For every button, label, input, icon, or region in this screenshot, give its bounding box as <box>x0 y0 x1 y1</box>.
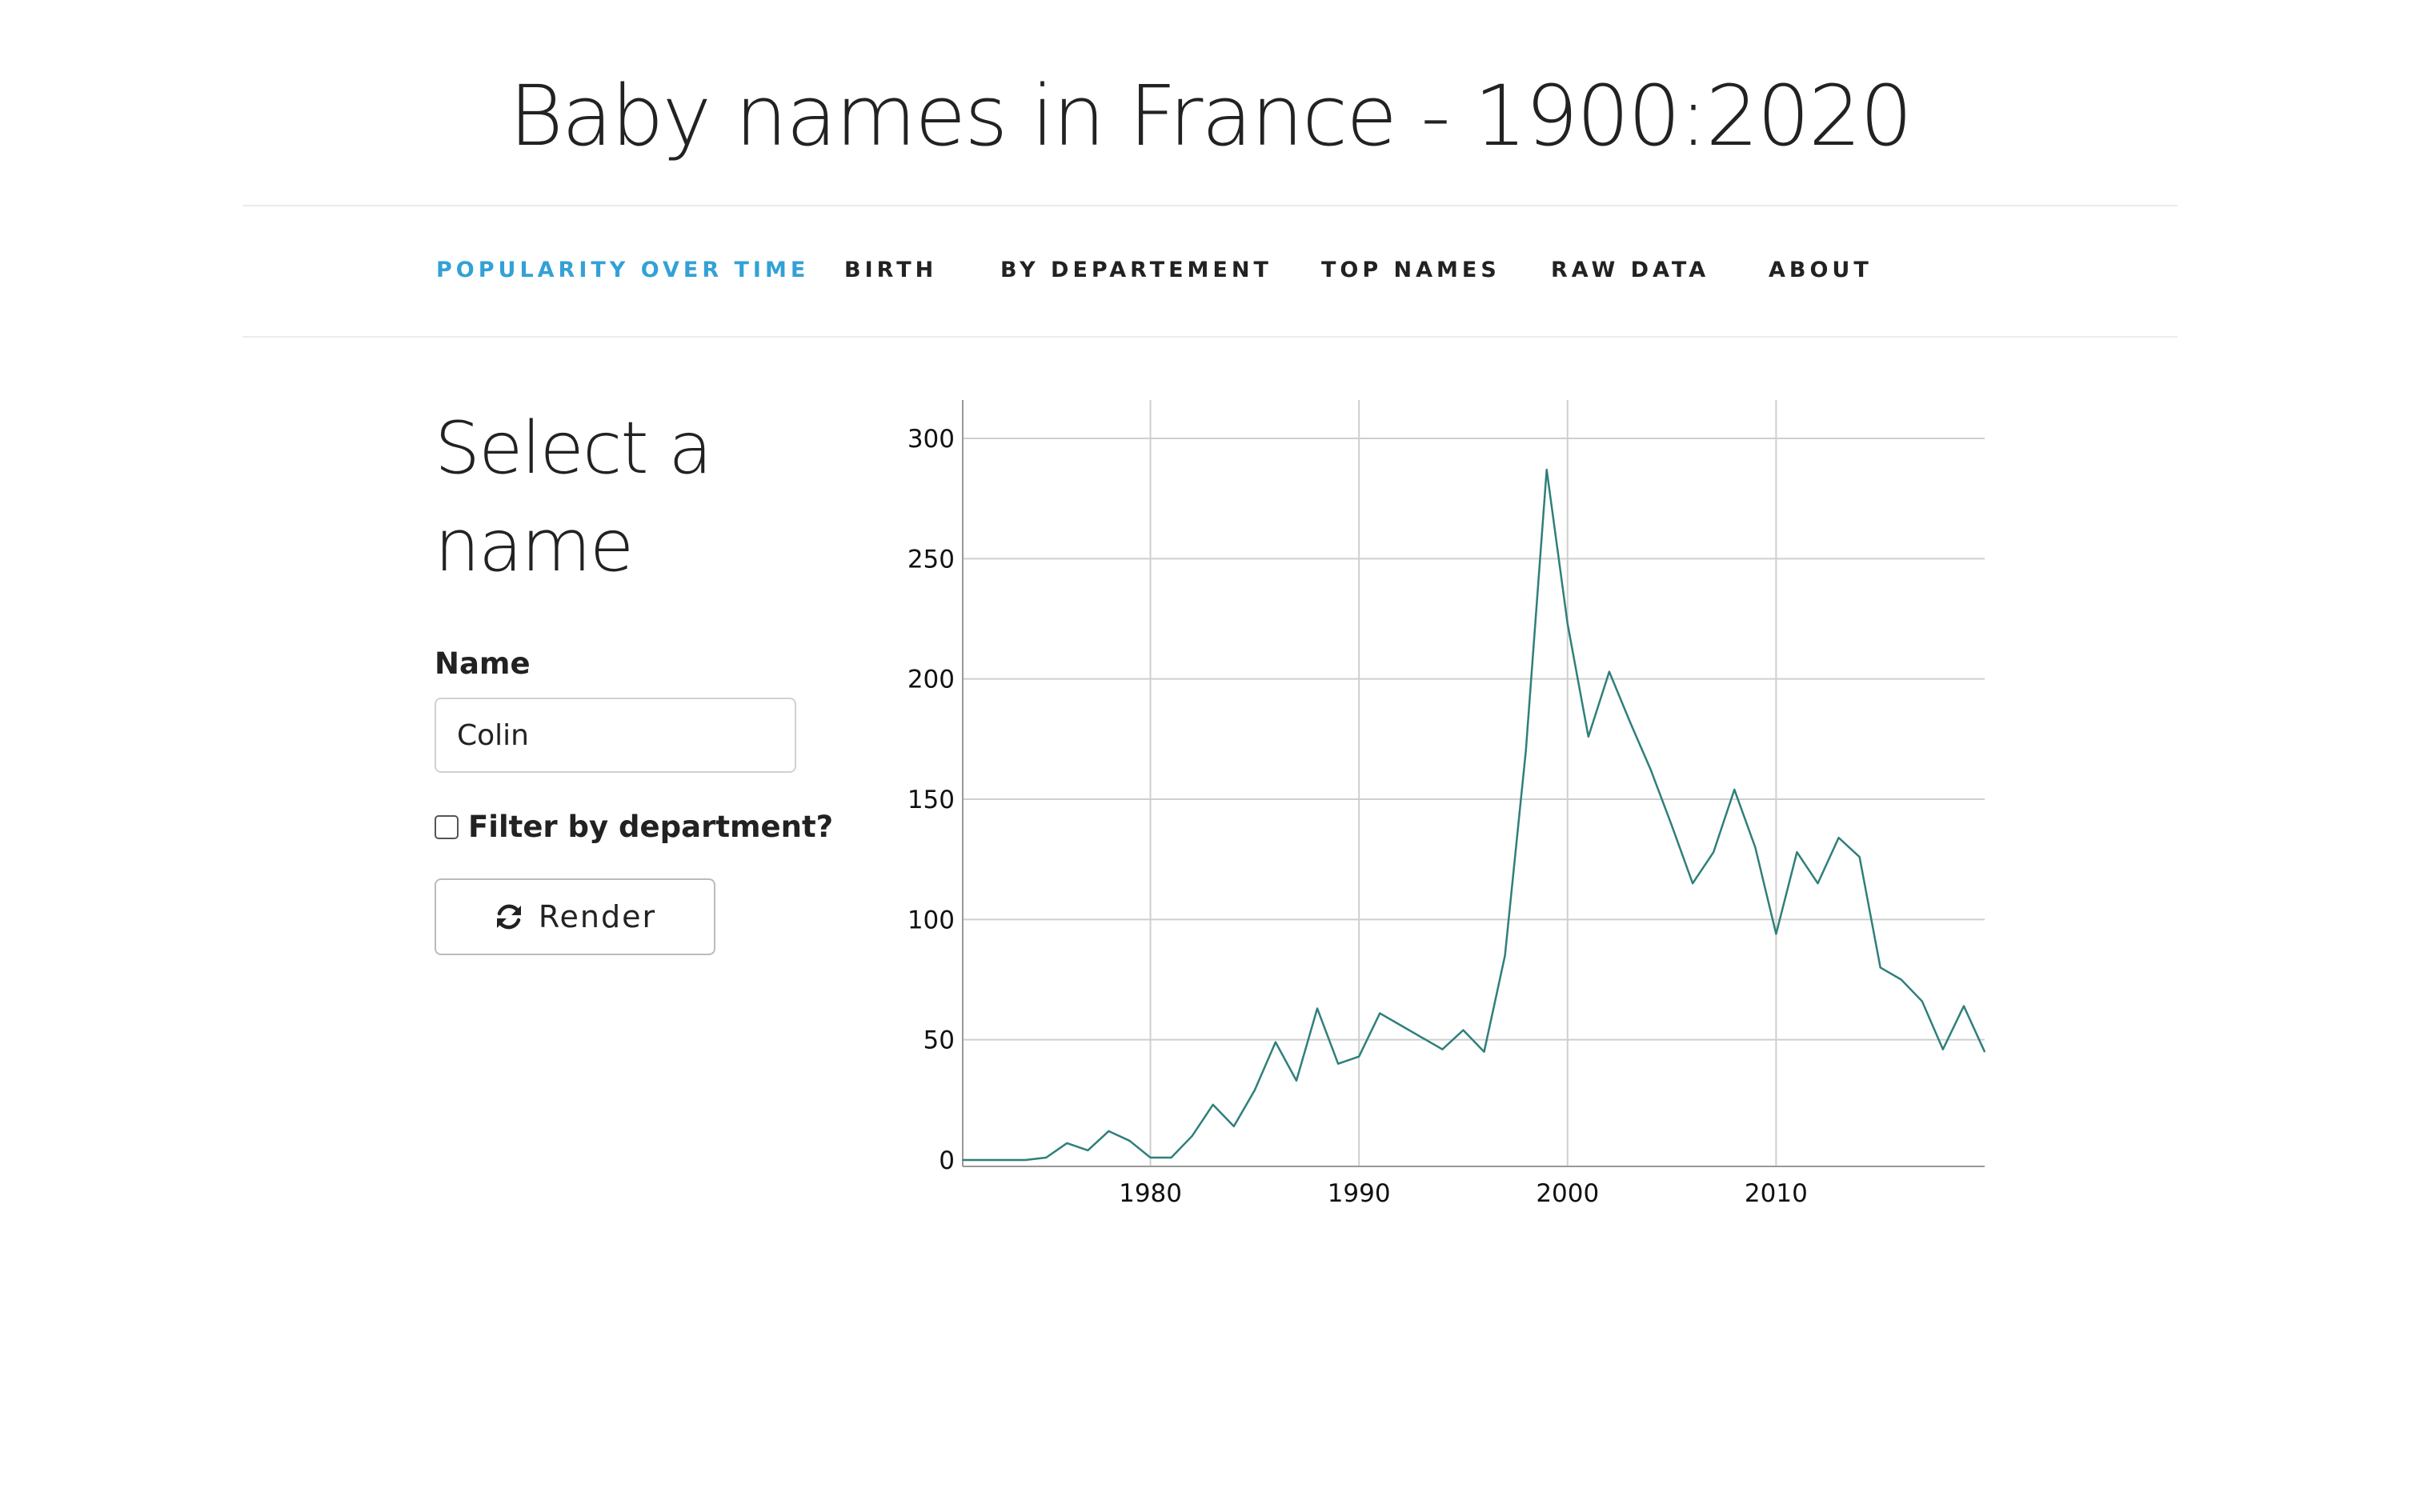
data-point <box>1754 846 1757 848</box>
render-button[interactable]: Render <box>435 878 715 955</box>
data-point <box>1504 954 1506 957</box>
y-tick-label: 200 <box>908 666 955 694</box>
nav-item-about[interactable]: ABOUT <box>1769 258 1873 282</box>
y-tick-label: 50 <box>924 1026 955 1055</box>
data-point <box>1483 1050 1485 1053</box>
data-point <box>1191 1135 1193 1137</box>
data-point <box>983 1159 984 1161</box>
data-point <box>1232 1126 1235 1127</box>
data-point <box>1400 1024 1402 1026</box>
page-title: Baby names in France - 1900:2020 <box>508 67 1913 165</box>
data-point <box>1254 1090 1256 1091</box>
data-point <box>1004 1159 1005 1161</box>
popularity-chart: 0 50 100 150 200 250 300 1980 1990 2000 2010 <box>880 392 2017 1232</box>
data-point <box>1566 622 1569 625</box>
name-input[interactable] <box>435 698 796 773</box>
x-tick-label: 1990 <box>1328 1179 1391 1208</box>
data-point <box>1837 837 1840 838</box>
data-point <box>1358 1055 1360 1058</box>
data-point <box>1128 1140 1131 1142</box>
popularity-chart-svg: 0 50 100 150 200 250 300 1980 1990 2000 2010 <box>908 400 1986 1208</box>
data-point <box>1275 1041 1276 1043</box>
data-point <box>1212 1104 1214 1106</box>
data-point <box>1149 1157 1152 1158</box>
filter-row: Filter by department? <box>435 810 833 844</box>
refresh-icon <box>494 902 524 932</box>
data-point <box>1066 1142 1068 1144</box>
nav-bottom-divider <box>242 336 2178 338</box>
y-tick-label: 0 <box>939 1146 955 1175</box>
data-point <box>962 1159 964 1161</box>
data-point <box>1045 1157 1048 1158</box>
series-line <box>963 468 1986 1162</box>
data-point <box>1900 978 1902 981</box>
data-point <box>1420 1036 1423 1038</box>
data-point <box>1170 1157 1172 1158</box>
x-tick-label: 2000 <box>1536 1179 1599 1208</box>
data-point <box>1817 882 1819 885</box>
data-point <box>1921 1000 1923 1002</box>
data-point <box>1692 882 1693 885</box>
nav-item-birth[interactable]: BIRTH <box>844 258 938 282</box>
data-point <box>1588 736 1589 738</box>
data-point <box>1733 789 1736 790</box>
nav-top-divider <box>242 205 2178 206</box>
x-tick-label: 1980 <box>1119 1179 1182 1208</box>
data-point <box>1879 966 1881 969</box>
data-point <box>1984 1050 1985 1053</box>
data-point <box>1087 1150 1089 1151</box>
data-point <box>1942 1048 1944 1050</box>
nav-item-popularity-over-time[interactable]: POPULARITY OVER TIME <box>436 258 810 282</box>
data-point <box>1379 1012 1381 1014</box>
data-point <box>1316 1007 1318 1010</box>
y-tick-label: 100 <box>908 906 955 934</box>
data-point <box>1650 770 1652 771</box>
data-point <box>1462 1029 1464 1031</box>
filter-by-department-label[interactable]: Filter by department? <box>468 810 834 844</box>
sidebar-heading: Select a name <box>435 406 712 588</box>
render-button-label: Render <box>538 899 657 934</box>
data-point <box>1024 1159 1026 1161</box>
data-point <box>1337 1062 1339 1065</box>
x-tick-label: 2010 <box>1745 1179 1808 1208</box>
data-point <box>1796 851 1798 853</box>
data-point <box>1545 469 1548 470</box>
data-point <box>1609 670 1610 673</box>
name-label: Name <box>435 646 531 681</box>
y-tick-label: 150 <box>908 786 955 814</box>
nav-item-raw-data[interactable]: RAW DATA <box>1551 258 1710 282</box>
data-point <box>1108 1130 1110 1132</box>
data-point <box>1629 721 1631 723</box>
main-nav: POPULARITY OVER TIME BIRTH BY DEPARTEMEN… <box>0 205 2420 336</box>
y-tick-label: 300 <box>908 425 955 454</box>
filter-by-department-checkbox[interactable] <box>435 814 459 839</box>
nav-item-by-departement[interactable]: BY DEPARTEMENT <box>1000 258 1272 282</box>
data-point <box>1963 1005 1965 1007</box>
data-point <box>1775 933 1777 935</box>
data-point <box>1713 851 1715 853</box>
data-point <box>1296 1079 1297 1082</box>
nav-item-top-names[interactable]: TOP NAMES <box>1321 258 1500 282</box>
data-point <box>1858 856 1861 858</box>
data-point <box>1671 825 1673 826</box>
y-tick-label: 250 <box>908 545 955 574</box>
data-point <box>1525 750 1527 752</box>
data-point <box>1441 1048 1444 1050</box>
